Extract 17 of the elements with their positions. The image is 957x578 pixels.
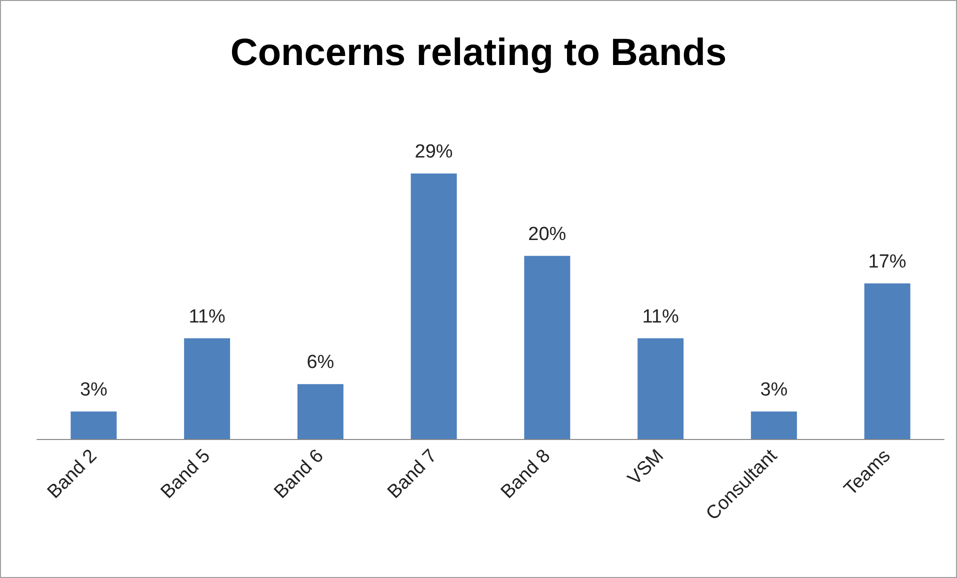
bar — [410, 173, 457, 439]
chart-title: Concerns relating to Bands — [230, 32, 727, 74]
bar — [70, 412, 117, 439]
data-label: 29% — [414, 141, 453, 162]
data-label: 11% — [642, 306, 679, 328]
data-label: 17% — [868, 251, 906, 272]
bar — [750, 412, 797, 439]
bar — [864, 283, 910, 439]
data-label: 20% — [528, 224, 566, 245]
bar — [184, 338, 230, 439]
data-label: 3% — [760, 380, 788, 401]
bar — [297, 384, 344, 439]
bar — [524, 256, 570, 439]
data-label: 11% — [188, 306, 226, 328]
data-label: 6% — [306, 352, 334, 374]
bar — [638, 338, 684, 439]
data-label: 3% — [80, 380, 108, 401]
